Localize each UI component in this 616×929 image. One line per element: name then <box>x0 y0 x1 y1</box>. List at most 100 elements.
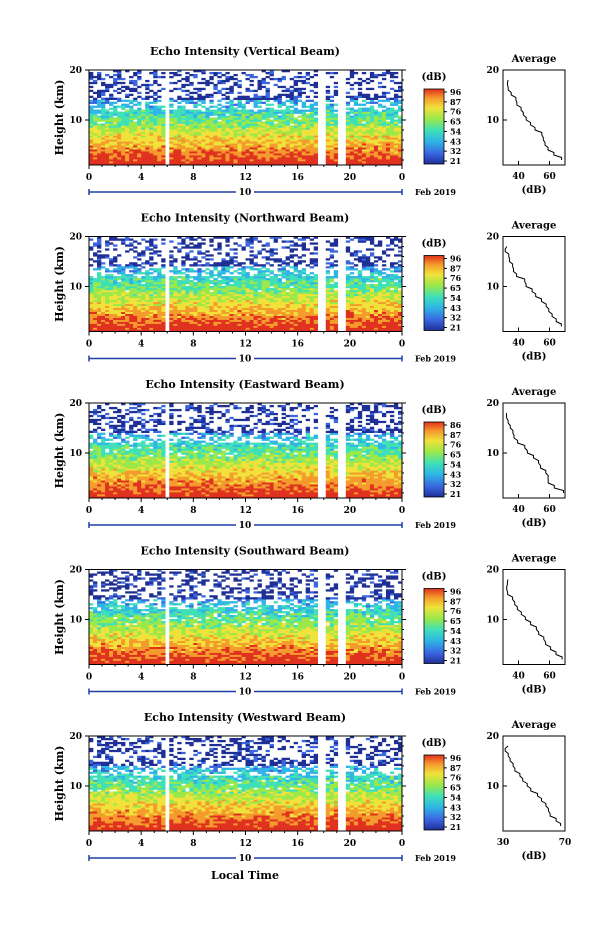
heatmap-cell <box>225 305 230 309</box>
heatmap-cell <box>121 329 126 332</box>
heatmap-cell <box>297 127 302 130</box>
heatmap-cell <box>289 315 294 318</box>
heatmap-cell <box>273 293 278 297</box>
heatmap-cell <box>273 127 278 130</box>
heatmap-cell <box>153 91 158 95</box>
heatmap-cell <box>293 282 298 285</box>
heatmap-cell <box>109 119 114 122</box>
heatmap-cell <box>177 284 182 287</box>
heatmap-cell <box>177 95 182 99</box>
heatmap-cell <box>261 284 266 287</box>
heatmap-cell <box>133 317 138 320</box>
heatmap-cell <box>177 280 182 283</box>
heatmap-cell <box>161 161 166 164</box>
heatmap-cell <box>277 157 282 160</box>
heatmap-cell <box>269 111 274 114</box>
heatmap-cell <box>277 125 282 128</box>
heatmap-cell <box>345 327 351 330</box>
heatmap-cell <box>185 309 190 313</box>
heatmap-cell <box>225 131 230 134</box>
heatmap-cell <box>345 153 351 156</box>
heatmap-cell <box>93 284 98 287</box>
heatmap-cell <box>173 329 178 332</box>
heatmap-cell <box>145 95 150 99</box>
heatmap-cell <box>105 109 110 112</box>
heatmap-cell <box>289 125 294 128</box>
heatmap-cell <box>381 149 387 152</box>
heatmap-cell <box>297 95 302 99</box>
heatmap-cell <box>185 276 190 279</box>
heatmap-cell <box>269 147 274 150</box>
heatmap-cell <box>217 307 222 311</box>
heatmap-cell <box>209 149 214 152</box>
heatmap-cell <box>197 268 202 271</box>
heatmap-cell <box>397 109 403 112</box>
heatmap-cell <box>313 293 319 297</box>
heatmap-cell <box>157 305 162 309</box>
heatmap-cell <box>201 325 206 328</box>
heatmap-cell <box>269 123 274 126</box>
heatmap-cell <box>261 79 266 83</box>
heatmap-cell <box>397 155 403 158</box>
heatmap-cell <box>173 307 178 311</box>
heatmap-cell <box>157 89 162 93</box>
heatmap-cell <box>377 282 383 285</box>
heatmap-cell <box>237 103 242 106</box>
heatmap-cell <box>113 77 118 81</box>
heatmap-cell <box>241 327 246 330</box>
heatmap-cell <box>393 329 399 332</box>
heatmap-cell <box>249 287 254 291</box>
heatmap-cell <box>221 139 226 142</box>
heatmap-cell <box>277 127 282 130</box>
heatmap-cell <box>89 143 94 146</box>
heatmap-cell <box>389 270 395 273</box>
heatmap-cell <box>113 119 118 122</box>
heatmap-cell <box>289 276 294 279</box>
heatmap-cell <box>237 133 242 136</box>
heatmap-cell <box>385 159 391 162</box>
heatmap-cell <box>109 133 114 136</box>
heatmap-cell <box>365 313 371 316</box>
heatmap-cell <box>109 157 114 160</box>
heatmap-cell <box>397 321 403 324</box>
heatmap-cell <box>365 325 371 328</box>
heatmap-cell <box>385 301 391 305</box>
heatmap-cell <box>117 151 122 154</box>
heatmap-cell <box>305 317 310 320</box>
heatmap-cell <box>89 89 94 93</box>
heatmap-cell <box>213 297 218 301</box>
heatmap-cell <box>349 291 355 295</box>
heatmap-cell <box>129 266 134 269</box>
heatmap-cell <box>305 119 310 122</box>
heatmap-cell <box>381 129 387 132</box>
heatmap-cell <box>361 79 367 83</box>
heatmap-cell <box>261 159 266 162</box>
heatmap-cell <box>241 301 246 305</box>
heatmap-cell <box>333 161 339 164</box>
heatmap-cell <box>373 280 379 283</box>
heatmap-cell <box>101 117 106 120</box>
heatmap-cell <box>185 83 190 87</box>
heatmap-cell <box>229 127 234 130</box>
heatmap-cell <box>381 161 387 164</box>
heatmap-cell <box>277 264 282 267</box>
heatmap-cell <box>333 103 339 106</box>
heatmap-cell <box>269 307 274 311</box>
heatmap-cell <box>101 83 106 87</box>
heatmap-cell <box>109 301 114 305</box>
heatmap-cell <box>185 97 190 100</box>
heatmap-cell <box>241 145 246 148</box>
heatmap-cell <box>237 109 242 112</box>
heatmap-cell <box>393 121 399 124</box>
heatmap-cell <box>225 317 230 320</box>
heatmap-cell <box>157 321 162 324</box>
heatmap-cell <box>301 101 306 104</box>
heatmap-cell <box>301 87 306 91</box>
heatmap-cell <box>257 274 262 277</box>
heatmap-cell <box>281 143 286 146</box>
heatmap-cell <box>221 321 226 324</box>
heatmap-cell <box>365 119 371 122</box>
heatmap-cell <box>377 155 383 158</box>
heatmap-cell <box>185 71 190 75</box>
heatmap-cell <box>349 145 355 148</box>
